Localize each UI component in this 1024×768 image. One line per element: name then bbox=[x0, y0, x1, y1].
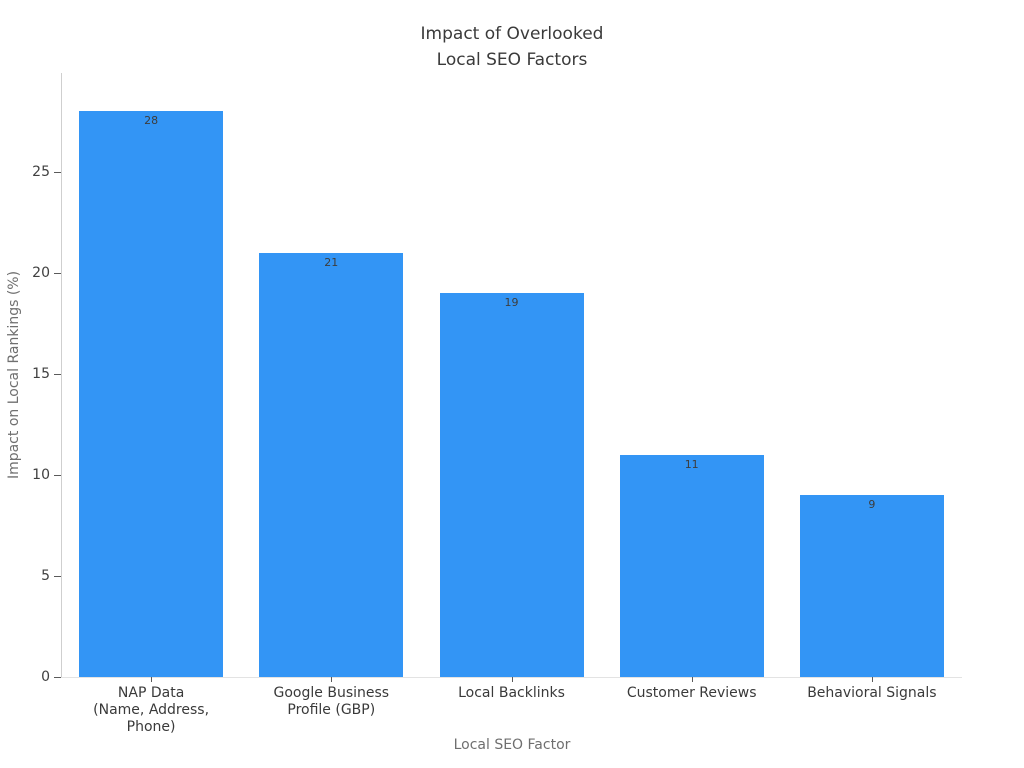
x-category-label: Behavioral Signals bbox=[807, 685, 937, 701]
bar: 11 bbox=[619, 454, 764, 677]
x-tick-mark bbox=[151, 677, 153, 682]
y-tick-label: 25 bbox=[32, 163, 50, 180]
bar-value-label: 28 bbox=[144, 114, 159, 128]
x-tick-mark bbox=[691, 677, 693, 682]
y-tick-mark bbox=[54, 677, 61, 678]
bar: 28 bbox=[79, 111, 224, 677]
y-tick-label: 10 bbox=[32, 466, 50, 483]
x-axis-title: Local SEO Factor bbox=[453, 737, 571, 753]
bar-value-label: 9 bbox=[868, 498, 876, 512]
chart-title: Impact of Overlooked Local SEO Factors bbox=[420, 24, 604, 70]
y-tick-label: 0 bbox=[41, 669, 50, 685]
x-category-label: Customer Reviews bbox=[626, 685, 757, 701]
bar-value-label: 11 bbox=[684, 457, 699, 471]
y-tick-label: 15 bbox=[32, 365, 50, 382]
y-tick-mark bbox=[54, 373, 61, 375]
bar: 19 bbox=[439, 293, 584, 677]
x-category-label: Google Business Profile (GBP) bbox=[273, 685, 390, 718]
bar-value-label: 21 bbox=[324, 255, 339, 269]
x-tick-mark bbox=[511, 677, 513, 682]
plot-area: 0 5 10 15 20 25 28 21 19 11 9 NAP Data (Name, Add… bbox=[32, 73, 962, 735]
bar: 21 bbox=[259, 252, 404, 677]
y-tick-label: 5 bbox=[41, 567, 50, 584]
x-category-label: Local Backlinks bbox=[458, 685, 565, 701]
bar: 9 bbox=[799, 495, 944, 677]
y-axis-title: Impact on Local Rankings (%) bbox=[6, 270, 22, 480]
y-tick-mark bbox=[54, 575, 61, 577]
y-tick-mark bbox=[54, 171, 61, 173]
y-axis-line bbox=[61, 73, 62, 677]
bar-value-label: 19 bbox=[504, 296, 519, 310]
y-tick-mark bbox=[54, 474, 61, 476]
y-tick-mark bbox=[54, 272, 61, 274]
y-tick-label: 20 bbox=[32, 264, 50, 281]
x-category-label: NAP Data (Name, Address, Phone) bbox=[93, 685, 210, 735]
x-tick-mark bbox=[331, 677, 333, 682]
x-tick-mark bbox=[871, 677, 873, 682]
